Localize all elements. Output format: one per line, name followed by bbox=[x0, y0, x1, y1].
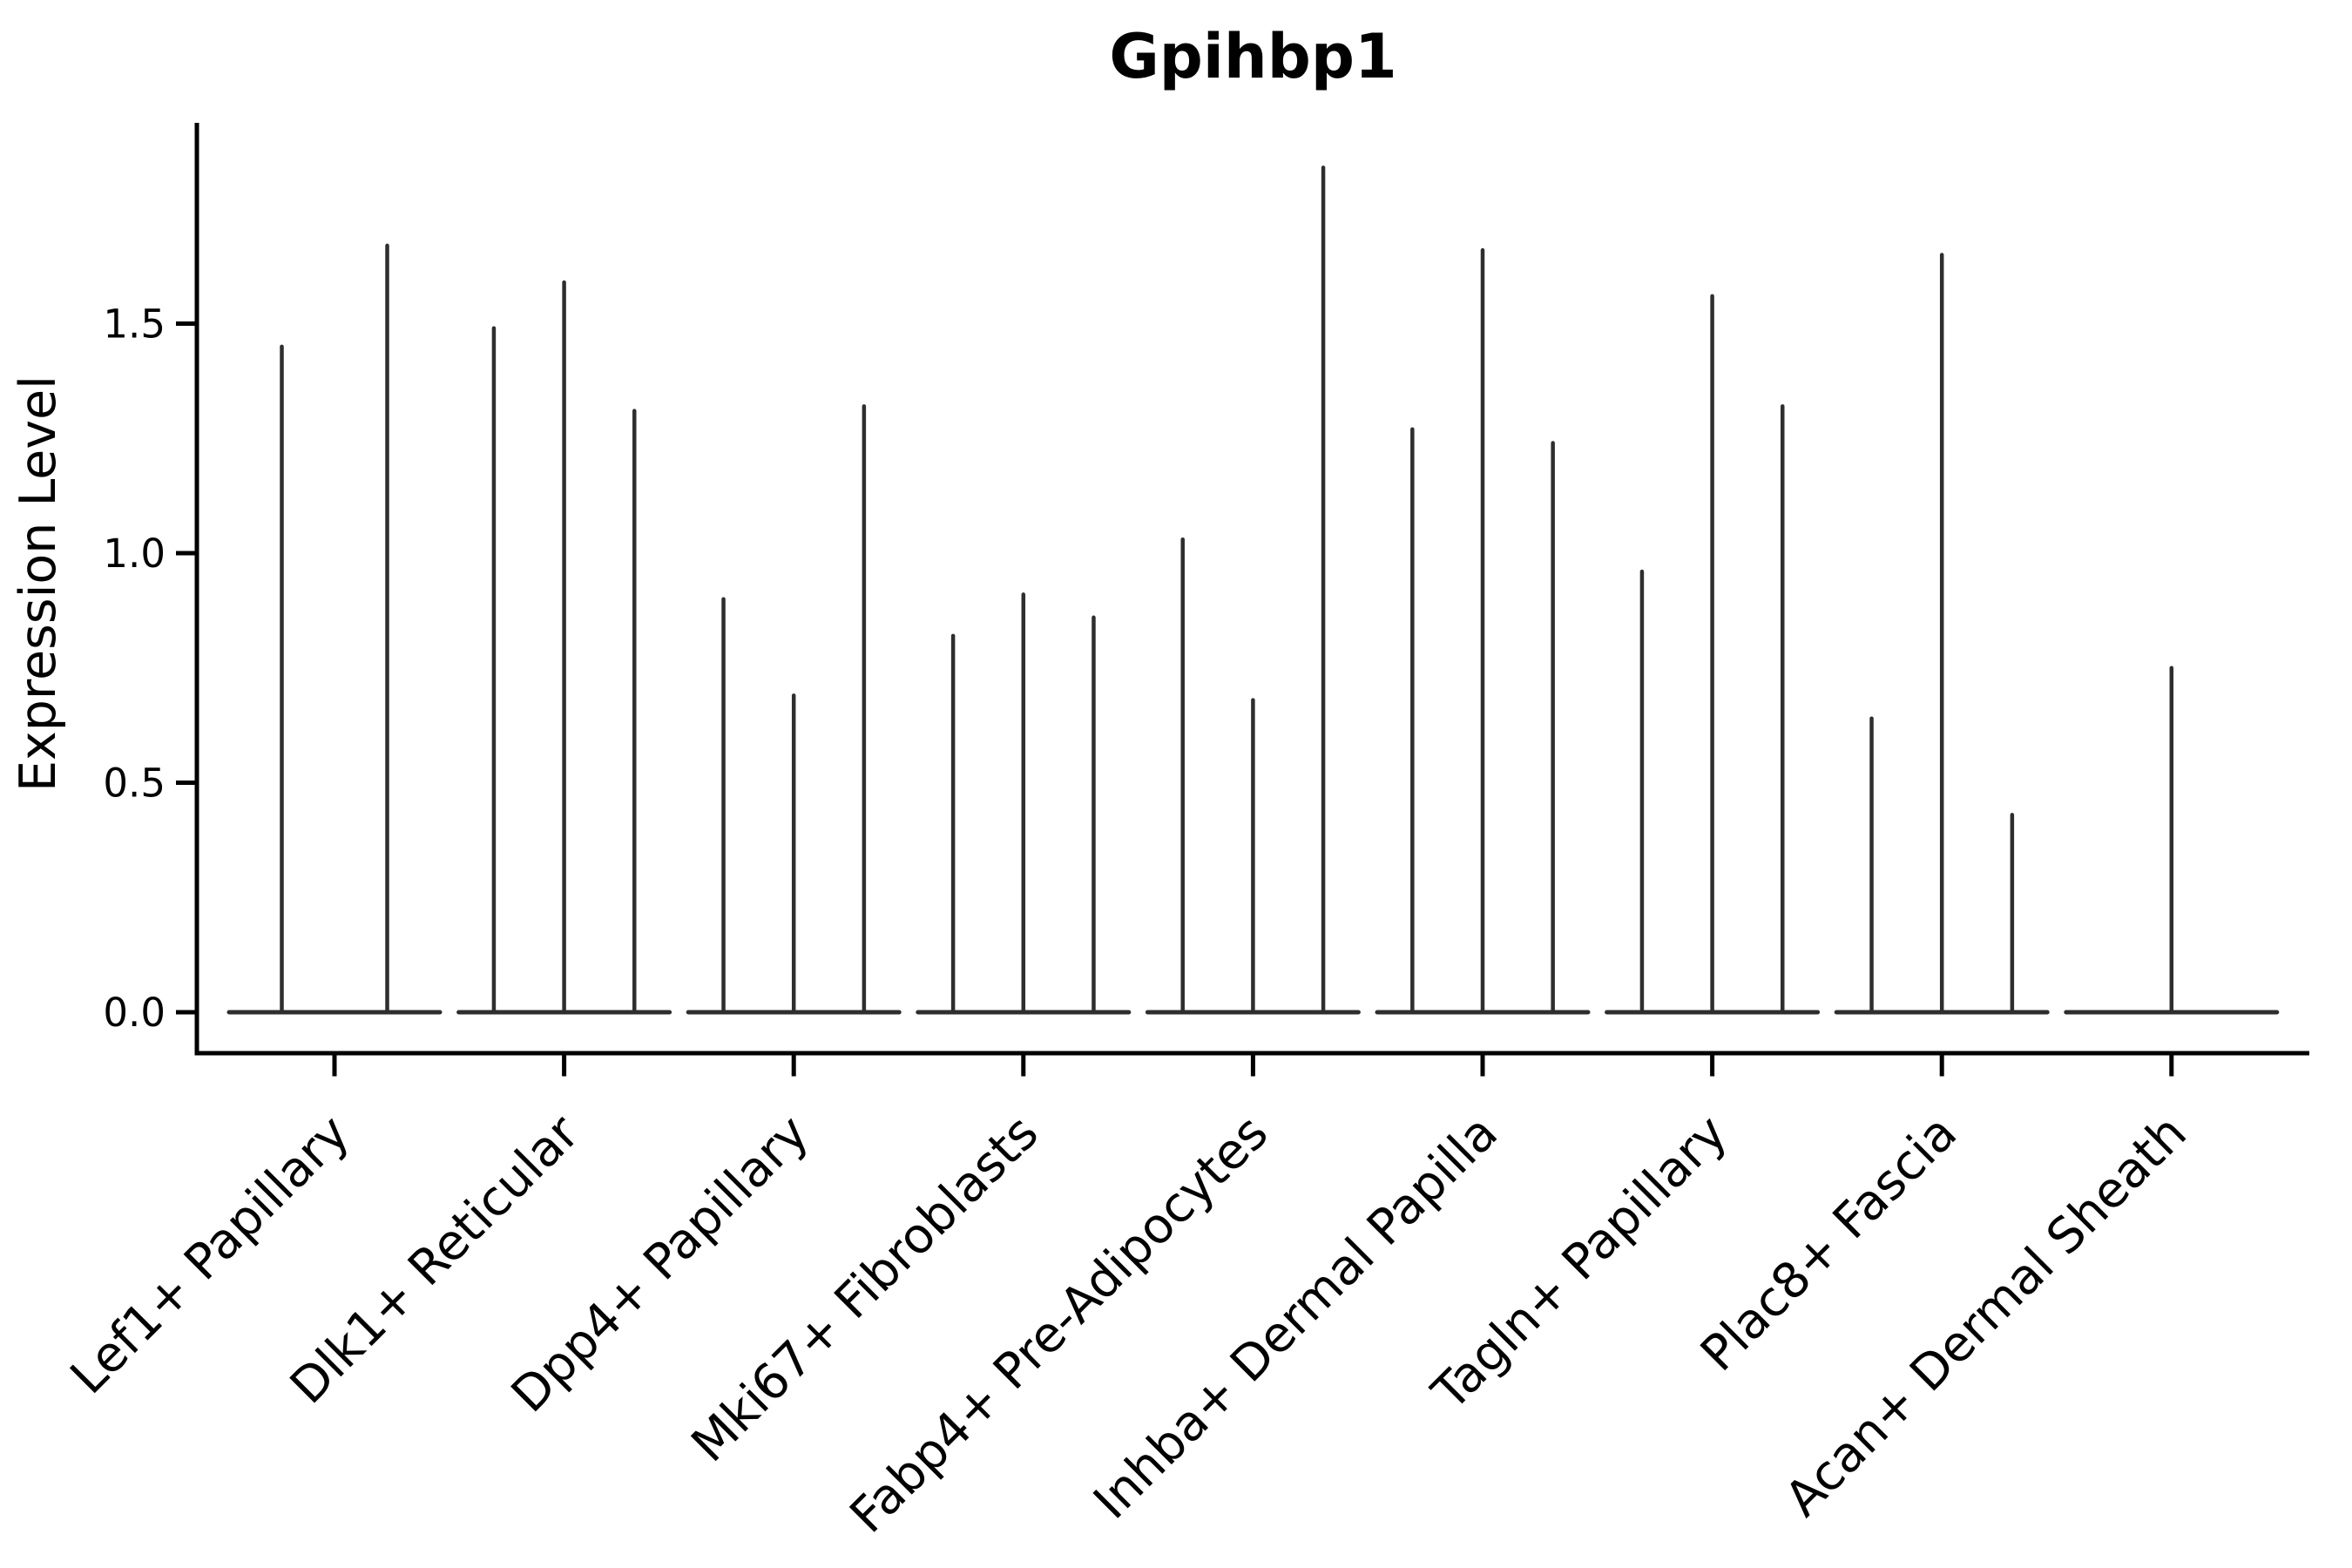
violin-group bbox=[1375, 247, 1591, 1015]
violin-group bbox=[1145, 166, 1361, 1015]
x-tick-label: Inhba+ Dermal Papilla bbox=[1083, 1105, 1509, 1531]
violin-group bbox=[916, 592, 1132, 1015]
x-tick-label: Acan+ Dermal Sheath bbox=[1774, 1105, 2198, 1528]
y-tick-label: 0.0 bbox=[103, 990, 166, 1036]
chart-title: Gpihbp1 bbox=[1109, 21, 1397, 92]
violin-group bbox=[686, 404, 902, 1015]
y-tick-label: 1.0 bbox=[103, 531, 166, 577]
y-tick-label: 0.5 bbox=[103, 760, 166, 806]
x-tick-label: Fabp4+ Pre-Adipocytes bbox=[840, 1105, 1280, 1544]
violin-group bbox=[1605, 294, 1821, 1015]
y-tick-label: 1.5 bbox=[103, 301, 166, 347]
violin-group bbox=[2064, 666, 2280, 1015]
violin-group bbox=[226, 243, 443, 1015]
violin-group bbox=[1834, 253, 2050, 1015]
violin-group bbox=[456, 280, 672, 1015]
